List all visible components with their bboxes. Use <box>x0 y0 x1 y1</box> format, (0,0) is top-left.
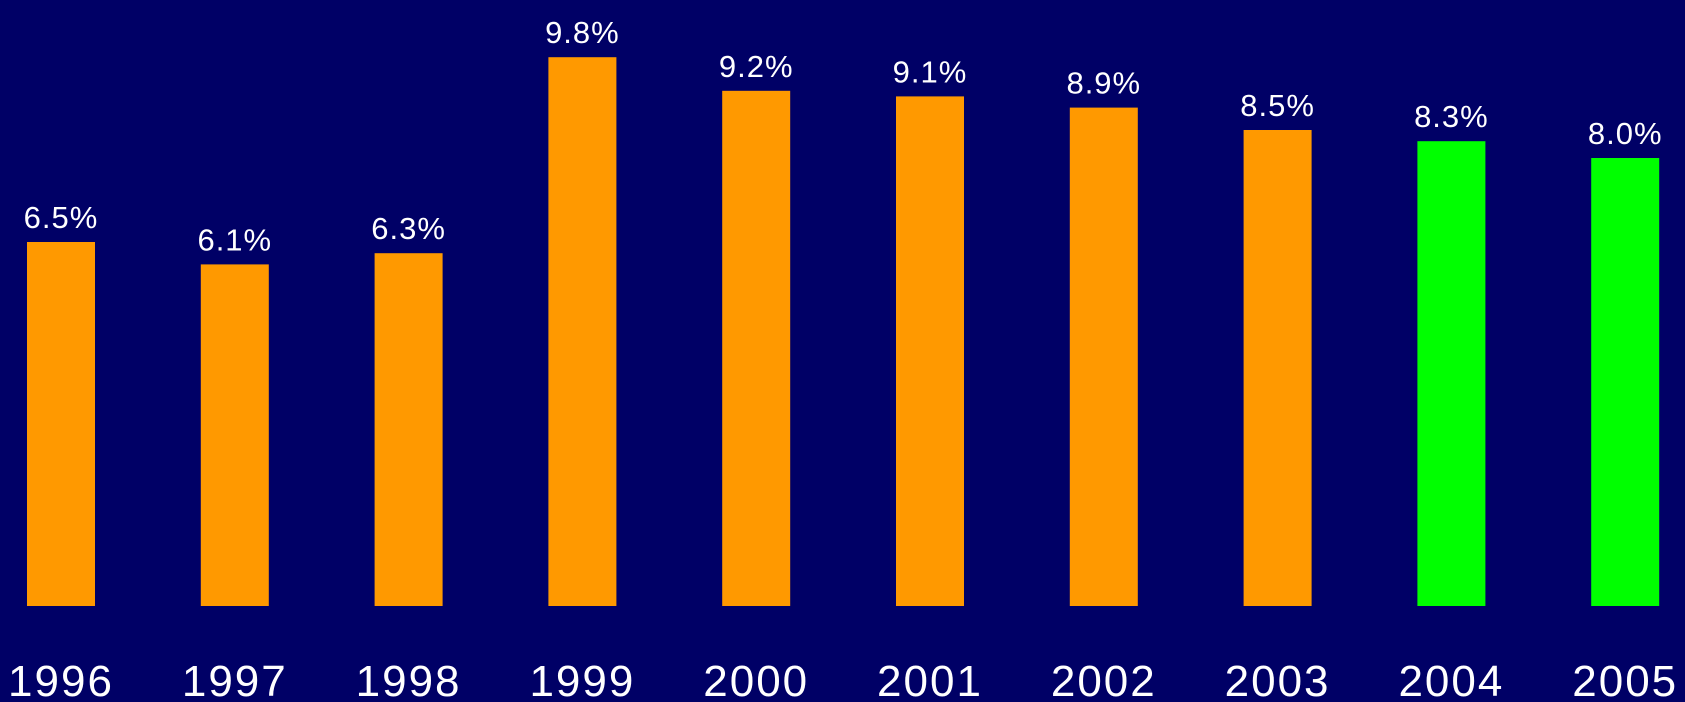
data-label-2000: 9.2% <box>719 49 794 84</box>
bar-1997 <box>200 264 269 606</box>
category-label-1996: 1996 <box>8 657 114 702</box>
data-label-2003: 8.5% <box>1240 88 1315 123</box>
bar-2001 <box>896 96 964 607</box>
data-label-2004: 8.3% <box>1414 99 1489 134</box>
data-label-2001: 9.1% <box>893 54 968 89</box>
bar-1999 <box>548 57 617 606</box>
category-label-2000: 2000 <box>703 657 809 702</box>
bar-2002 <box>1069 107 1138 606</box>
category-label-2001: 2001 <box>877 657 983 702</box>
bar-2005 <box>1591 158 1660 606</box>
category-labels-group: 1996 1997 1998 1999 2000 2001 2002 2003 2004 2005 <box>8 657 1678 702</box>
data-label-2002: 8.9% <box>1066 66 1141 101</box>
bar-2003 <box>1243 130 1312 606</box>
data-label-1996: 6.5% <box>24 200 99 235</box>
category-label-1999: 1999 <box>529 657 635 702</box>
category-label-1997: 1997 <box>182 657 288 702</box>
bar-1998 <box>374 253 443 606</box>
data-label-1998: 6.3% <box>371 211 446 246</box>
bar-2000 <box>722 90 791 607</box>
category-label-2003: 2003 <box>1225 657 1331 702</box>
bar-1996 <box>27 242 95 606</box>
data-labels-group: 6.5% 6.1% 6.3% 9.8% 9.2% 9.1% 8.9% 8.5% 8.3% 8.0% <box>24 15 1663 257</box>
data-label-1997: 6.1% <box>197 222 272 257</box>
bars-group <box>27 57 1660 607</box>
category-label-2005: 2005 <box>1572 657 1678 702</box>
data-label-2005: 8.0% <box>1588 116 1663 151</box>
category-label-2004: 2004 <box>1398 657 1504 702</box>
bar-2004 <box>1417 141 1486 606</box>
category-label-1998: 1998 <box>356 657 462 702</box>
data-label-1999: 9.8% <box>545 15 620 50</box>
category-label-2002: 2002 <box>1051 657 1157 702</box>
